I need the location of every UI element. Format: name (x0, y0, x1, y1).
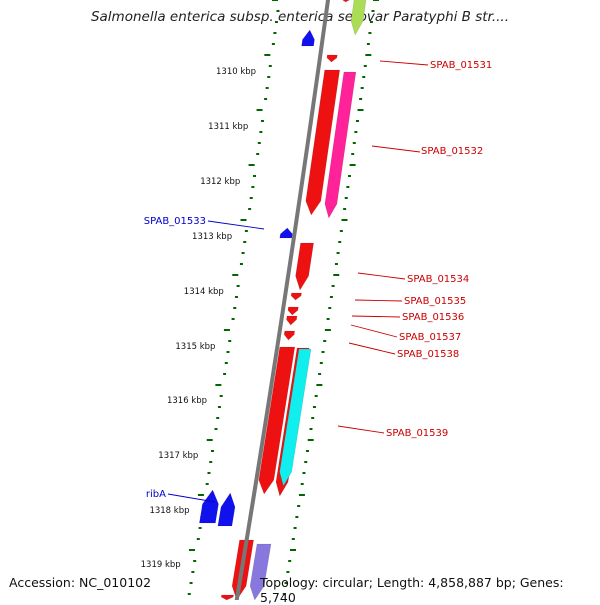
gene-label[interactable]: SPAB_01531 (430, 60, 492, 71)
genome-backbone (234, 0, 331, 600)
tick-label: 1313 kbp (192, 232, 232, 242)
tick-label: 1311 kbp (208, 122, 248, 132)
gene-feature (279, 227, 293, 239)
leader-line (354, 299, 403, 302)
gene-label[interactable]: SPAB_01534 (407, 274, 469, 285)
leader-line (350, 324, 398, 338)
gene-feature (295, 242, 314, 291)
gene-feature (217, 492, 236, 527)
gene-feature (326, 54, 338, 63)
backbone-line (234, 0, 331, 600)
gene-feature (301, 29, 315, 47)
tick-label: 1316 kbp (167, 396, 207, 406)
tick-label: 1317 kbp (158, 451, 198, 461)
feature-track (199, 0, 367, 600)
gene-feature (279, 348, 312, 487)
tick-label-group: 1310 kbp 1311 kbp 1312 kbp 1313 kbp 1314… (141, 67, 256, 570)
leader-line (167, 493, 216, 503)
gene-feature (220, 594, 234, 600)
leader-line (357, 272, 406, 280)
leader-line (337, 425, 385, 434)
gene-label-group: SPAB_01531 SPAB_01532 SPAB_01533 SPAB_01… (144, 60, 493, 500)
map-title: Salmonella enterica subsp. enterica sero… (90, 9, 510, 25)
tick-label: 1315 kbp (175, 342, 215, 352)
leader-line (207, 220, 265, 230)
gene-feature (290, 292, 302, 301)
tick-label: 1314 kbp (184, 287, 224, 297)
outer-tick-ring (282, 0, 379, 595)
gene-feature (283, 330, 296, 341)
tick-label: 1318 kbp (149, 506, 189, 516)
tick-label: 1310 kbp (216, 67, 256, 77)
leader-line (379, 60, 429, 66)
gene-label[interactable]: SPAB_01539 (386, 428, 448, 439)
gene-feature (324, 71, 357, 219)
gene-feature (305, 69, 341, 216)
gene-label[interactable]: SPAB_01532 (421, 146, 483, 157)
leader-line (371, 145, 421, 153)
gene-feature (258, 346, 296, 495)
label-leader-lines (167, 60, 429, 503)
gene-feature (286, 315, 298, 326)
gene-feature (249, 543, 272, 600)
gene-feature (350, 0, 367, 36)
leader-line (351, 315, 401, 318)
tick-label: 1312 kbp (200, 177, 240, 187)
topology-text: Topology: circular; Length: 4,858,887 bp… (260, 575, 564, 605)
gene-feature (342, 0, 350, 3)
leader-line (348, 342, 396, 355)
gene-label[interactable]: SPAB_01535 (404, 296, 466, 307)
gene-feature (199, 489, 219, 524)
gene-label[interactable]: SPAB_01533 (144, 216, 206, 227)
gene-label[interactable]: SPAB_01538 (397, 349, 459, 360)
gene-label[interactable]: SPAB_01537 (399, 332, 461, 343)
accession-text: Accession: NC_010102 (9, 575, 152, 590)
gene-label[interactable]: SPAB_01536 (402, 312, 464, 323)
tick-label: 1319 kbp (141, 560, 181, 570)
gene-label[interactable]: ribA (146, 489, 166, 500)
gene-feature (287, 306, 299, 316)
